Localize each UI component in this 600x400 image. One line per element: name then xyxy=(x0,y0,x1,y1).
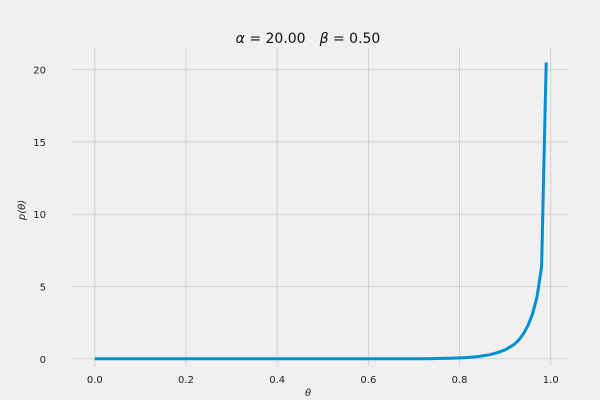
title-beta-symbol: β xyxy=(319,31,329,47)
x-axis-label: θ xyxy=(305,388,311,399)
x-tick-label: 0.2 xyxy=(178,375,194,386)
series-layer xyxy=(94,62,548,361)
x-tick-label: 0.6 xyxy=(360,375,376,386)
title-beta-value: = 0.50 xyxy=(329,31,381,47)
title-alpha-value: = 20.00 xyxy=(245,31,306,47)
y-ticks: 0 5 10 15 20 xyxy=(33,66,46,366)
y-tick-label: 15 xyxy=(33,138,46,149)
y-tick-label: 5 xyxy=(40,283,46,294)
x-ticks: 0.0 0.2 0.4 0.6 0.8 1.0 xyxy=(87,375,559,386)
y-tick-label: 0 xyxy=(40,355,46,366)
x-tick-label: 0.4 xyxy=(269,375,285,386)
x-tick-label: 0.0 xyxy=(87,375,103,386)
x-tick-label: 1.0 xyxy=(543,375,559,386)
x-tick-label: 0.8 xyxy=(452,375,468,386)
density-line xyxy=(94,62,548,361)
x-grid xyxy=(94,48,552,366)
chart-title: α = 20.00 β = 0.50 xyxy=(236,31,381,47)
title-alpha-symbol: α xyxy=(236,31,246,47)
y-tick-label: 10 xyxy=(33,210,46,221)
y-tick-label: 20 xyxy=(33,66,46,77)
y-axis-label: p(θ) xyxy=(17,200,28,221)
